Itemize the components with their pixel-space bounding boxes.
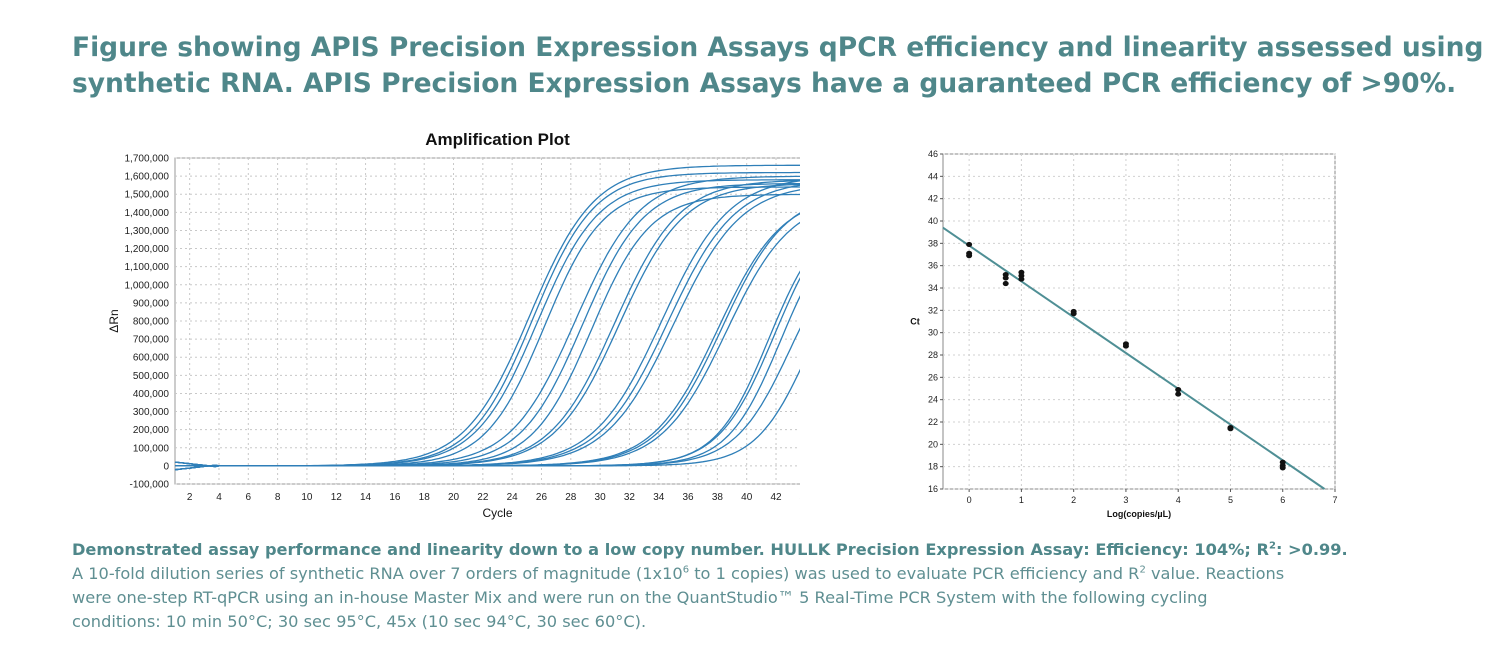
y-tick-label: 1,700,000 bbox=[125, 154, 170, 165]
x-tick-label: 36 bbox=[683, 492, 695, 503]
x-tick-label: 6 bbox=[246, 492, 252, 503]
y-tick-label: 400,000 bbox=[133, 389, 170, 400]
y-tick-label: 34 bbox=[928, 283, 938, 293]
data-point bbox=[1018, 276, 1025, 282]
x-tick-label: 2 bbox=[1071, 495, 1076, 505]
x-tick-label: 22 bbox=[477, 492, 489, 503]
y-tick-label: 300,000 bbox=[133, 407, 170, 418]
y-tick-label: 46 bbox=[928, 149, 938, 159]
x-tick-label: 26 bbox=[536, 492, 548, 503]
x-tick-label: 30 bbox=[595, 492, 607, 503]
y-tick-label: 42 bbox=[928, 194, 938, 204]
x-tick-label: 4 bbox=[1176, 495, 1181, 505]
y-tick-label: 1,500,000 bbox=[125, 190, 170, 201]
y-tick-label: 24 bbox=[928, 395, 938, 405]
y-tick-label: 20 bbox=[928, 439, 938, 449]
x-tick-label: 18 bbox=[419, 492, 431, 503]
x-axis-label: Cycle bbox=[482, 506, 512, 520]
y-tick-label: -100,000 bbox=[130, 480, 170, 491]
y-tick-label: 1,300,000 bbox=[125, 226, 170, 237]
x-tick-label: 8 bbox=[275, 492, 281, 503]
y-tick-label: 32 bbox=[928, 305, 938, 315]
x-tick-label: 10 bbox=[301, 492, 313, 503]
y-tick-label: 600,000 bbox=[133, 353, 170, 364]
caption-summary: Demonstrated assay performance and linea… bbox=[72, 540, 1348, 559]
data-point bbox=[1070, 311, 1077, 317]
y-tick-label: 1,000,000 bbox=[125, 280, 170, 291]
y-tick-label: 1,100,000 bbox=[125, 262, 170, 273]
x-tick-label: 1 bbox=[1019, 495, 1024, 505]
y-tick-label: 38 bbox=[928, 238, 938, 248]
y-tick-label: 40 bbox=[928, 216, 938, 226]
y-tick-label: 44 bbox=[928, 171, 938, 181]
y-tick-label: 800,000 bbox=[133, 317, 170, 328]
x-tick-label: 7 bbox=[1332, 495, 1337, 505]
x-axis-label: Log(copies/µL) bbox=[1107, 509, 1171, 519]
caption-body: A 10-fold dilution series of synthetic R… bbox=[72, 562, 1472, 634]
caption-line-1: A 10-fold dilution series of synthetic R… bbox=[72, 564, 1285, 583]
y-tick-label: 200,000 bbox=[133, 425, 170, 436]
x-tick-label: 16 bbox=[389, 492, 401, 503]
caption-line-3: conditions: 10 min 50°C; 30 sec 95°C, 45… bbox=[72, 612, 647, 631]
y-tick-label: 36 bbox=[928, 261, 938, 271]
x-tick-label: 5 bbox=[1228, 495, 1233, 505]
y-tick-label: 30 bbox=[928, 328, 938, 338]
chart-title: Amplification Plot bbox=[425, 130, 570, 149]
x-tick-label: 28 bbox=[565, 492, 577, 503]
data-point bbox=[1002, 275, 1009, 281]
y-tick-label: 16 bbox=[928, 484, 938, 494]
y-axis-label: Ct bbox=[910, 317, 920, 327]
amplification-plot: Amplification Plot -100,000 0 100,000 200,00… bbox=[107, 130, 800, 520]
data-point bbox=[1175, 387, 1182, 393]
x-tick-label: 12 bbox=[331, 492, 343, 503]
data-point bbox=[1279, 465, 1286, 471]
data-point bbox=[1175, 391, 1182, 397]
x-tick-label: 40 bbox=[741, 492, 753, 503]
data-points bbox=[966, 241, 1286, 471]
x-tick-label: 2 bbox=[187, 492, 193, 503]
x-tick-label: 34 bbox=[653, 492, 665, 503]
data-point bbox=[1227, 426, 1234, 432]
y-tick-label: 18 bbox=[928, 462, 938, 472]
x-tick-label: 6 bbox=[1280, 495, 1285, 505]
amplification-curves bbox=[174, 164, 800, 471]
x-tick-label: 38 bbox=[712, 492, 724, 503]
y-tick-label: 500,000 bbox=[133, 371, 170, 382]
headline-line-1: Figure showing APIS Precision Expression… bbox=[72, 32, 1484, 63]
figure-caption: Demonstrated assay performance and linea… bbox=[72, 538, 1472, 634]
y-tick-label: 28 bbox=[928, 350, 938, 360]
y-tick-label: 0 bbox=[163, 461, 169, 472]
y-tick-label: 22 bbox=[928, 417, 938, 427]
x-tick-label: 24 bbox=[507, 492, 519, 503]
figure-headline: Figure showing APIS Precision Expression… bbox=[72, 30, 1484, 102]
data-point bbox=[966, 253, 973, 259]
y-tick-label: 700,000 bbox=[133, 335, 170, 346]
plot-area bbox=[942, 153, 1336, 490]
y-tick-label: 1,400,000 bbox=[125, 208, 170, 219]
data-point bbox=[1002, 280, 1009, 287]
x-tick-label: 32 bbox=[624, 492, 636, 503]
y-tick-label: 1,600,000 bbox=[125, 172, 170, 183]
data-point bbox=[1122, 343, 1129, 349]
x-tick-label: 14 bbox=[360, 492, 372, 503]
y-tick-label: 26 bbox=[928, 372, 938, 382]
headline-line-2: synthetic RNA. APIS Precision Expression… bbox=[72, 68, 1457, 99]
caption-line-2: were one-step RT-qPCR using an in-house … bbox=[72, 588, 1208, 607]
x-tick-label: 0 bbox=[967, 495, 972, 505]
regression-line bbox=[942, 226, 1326, 490]
x-tick-label: 42 bbox=[770, 492, 782, 503]
y-tick-label: 1,200,000 bbox=[125, 244, 170, 255]
x-tick-label: 3 bbox=[1123, 495, 1128, 505]
amplification-curve bbox=[175, 368, 800, 467]
y-tick-label: 100,000 bbox=[133, 443, 170, 454]
y-axis-label: ΔRn bbox=[107, 309, 121, 332]
y-tick-label: 900,000 bbox=[133, 298, 170, 309]
x-tick-label: 4 bbox=[216, 492, 222, 503]
data-point bbox=[966, 241, 973, 248]
x-tick-label: 20 bbox=[448, 492, 460, 503]
